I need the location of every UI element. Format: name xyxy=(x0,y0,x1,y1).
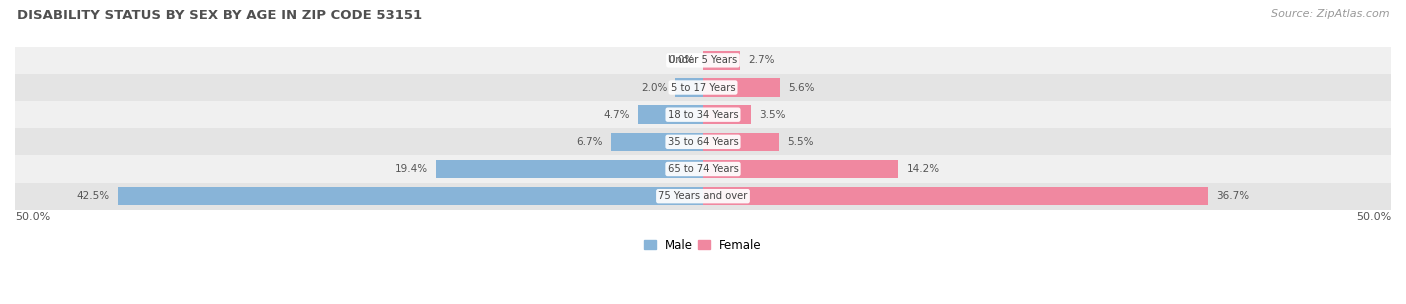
Text: 18 to 34 Years: 18 to 34 Years xyxy=(668,110,738,120)
Bar xyxy=(15,74,1391,101)
Text: 50.0%: 50.0% xyxy=(15,212,51,222)
Bar xyxy=(638,105,703,124)
Text: 14.2%: 14.2% xyxy=(907,164,939,174)
Bar xyxy=(15,183,1391,210)
Text: 65 to 74 Years: 65 to 74 Years xyxy=(668,164,738,174)
Text: 75 Years and over: 75 Years and over xyxy=(658,191,748,201)
Bar xyxy=(703,105,751,124)
Text: Under 5 Years: Under 5 Years xyxy=(668,55,738,65)
Bar xyxy=(703,187,1208,206)
Bar xyxy=(15,155,1391,183)
Text: 4.7%: 4.7% xyxy=(603,110,630,120)
Bar xyxy=(15,128,1391,155)
Text: 3.5%: 3.5% xyxy=(759,110,786,120)
Legend: Male, Female: Male, Female xyxy=(644,239,762,252)
Bar xyxy=(118,187,703,206)
Text: 0.0%: 0.0% xyxy=(668,55,695,65)
Bar xyxy=(703,160,898,178)
Text: DISABILITY STATUS BY SEX BY AGE IN ZIP CODE 53151: DISABILITY STATUS BY SEX BY AGE IN ZIP C… xyxy=(17,9,422,22)
Bar xyxy=(610,133,703,151)
Text: 36.7%: 36.7% xyxy=(1216,191,1250,201)
Bar xyxy=(703,133,779,151)
Text: Source: ZipAtlas.com: Source: ZipAtlas.com xyxy=(1271,9,1389,19)
Text: 2.0%: 2.0% xyxy=(641,82,668,92)
Text: 35 to 64 Years: 35 to 64 Years xyxy=(668,137,738,147)
Bar xyxy=(15,47,1391,74)
Text: 19.4%: 19.4% xyxy=(395,164,427,174)
Text: 42.5%: 42.5% xyxy=(77,191,110,201)
Bar xyxy=(675,78,703,97)
Text: 6.7%: 6.7% xyxy=(576,137,603,147)
Text: 5.5%: 5.5% xyxy=(787,137,814,147)
Text: 5 to 17 Years: 5 to 17 Years xyxy=(671,82,735,92)
Text: 2.7%: 2.7% xyxy=(748,55,775,65)
Text: 50.0%: 50.0% xyxy=(1355,212,1391,222)
Text: 5.6%: 5.6% xyxy=(789,82,815,92)
Bar xyxy=(703,78,780,97)
Bar xyxy=(436,160,703,178)
Bar xyxy=(15,101,1391,128)
Bar xyxy=(703,51,740,70)
